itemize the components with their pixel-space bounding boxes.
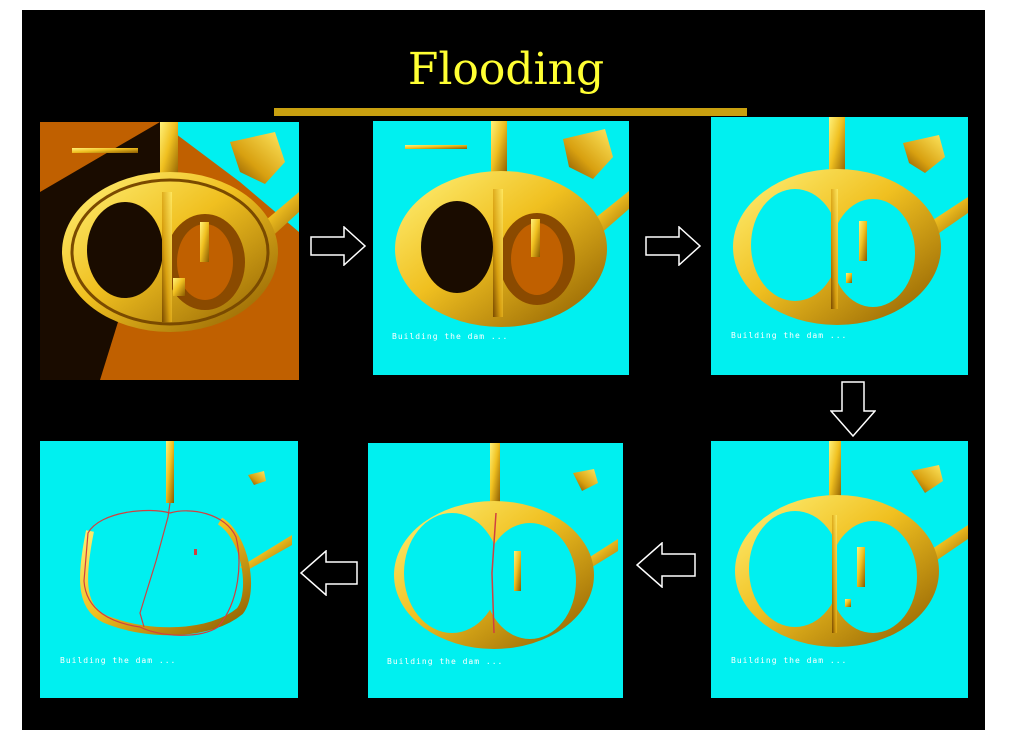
panel-caption: Building the dam ...: [60, 656, 177, 665]
terrain-relief-image: [80, 441, 292, 636]
terrain-relief-image: [733, 117, 968, 325]
arrow-right-icon: [645, 226, 701, 266]
panel-caption: Building the dam ...: [731, 331, 848, 340]
title-underline: [274, 108, 747, 116]
flood-step-2-panel: Building the dam ...: [373, 121, 629, 375]
flood-step-4-panel: Building the dam ...: [711, 441, 968, 698]
arrow-left-icon: [636, 542, 696, 588]
flood-step-5-panel: Building the dam ...: [368, 443, 623, 698]
panel-caption: Building the dam ...: [387, 657, 504, 666]
panel-caption: Building the dam ...: [392, 332, 509, 341]
terrain-relief-image: [395, 121, 629, 327]
arrow-down-icon: [830, 381, 876, 437]
terrain-relief-image: [40, 122, 299, 380]
arrow-left-icon: [300, 550, 358, 596]
terrain-relief-image: [394, 443, 618, 649]
terrain-relief-image: [735, 441, 968, 647]
flood-step-6-panel: Building the dam ...: [40, 441, 298, 698]
panel-caption: Building the dam ...: [731, 656, 848, 665]
slide-title: Flooding: [407, 44, 605, 95]
flood-step-3-panel: Building the dam ...: [711, 117, 968, 375]
arrow-right-icon: [310, 226, 366, 266]
flood-step-1-panel: [40, 122, 299, 380]
